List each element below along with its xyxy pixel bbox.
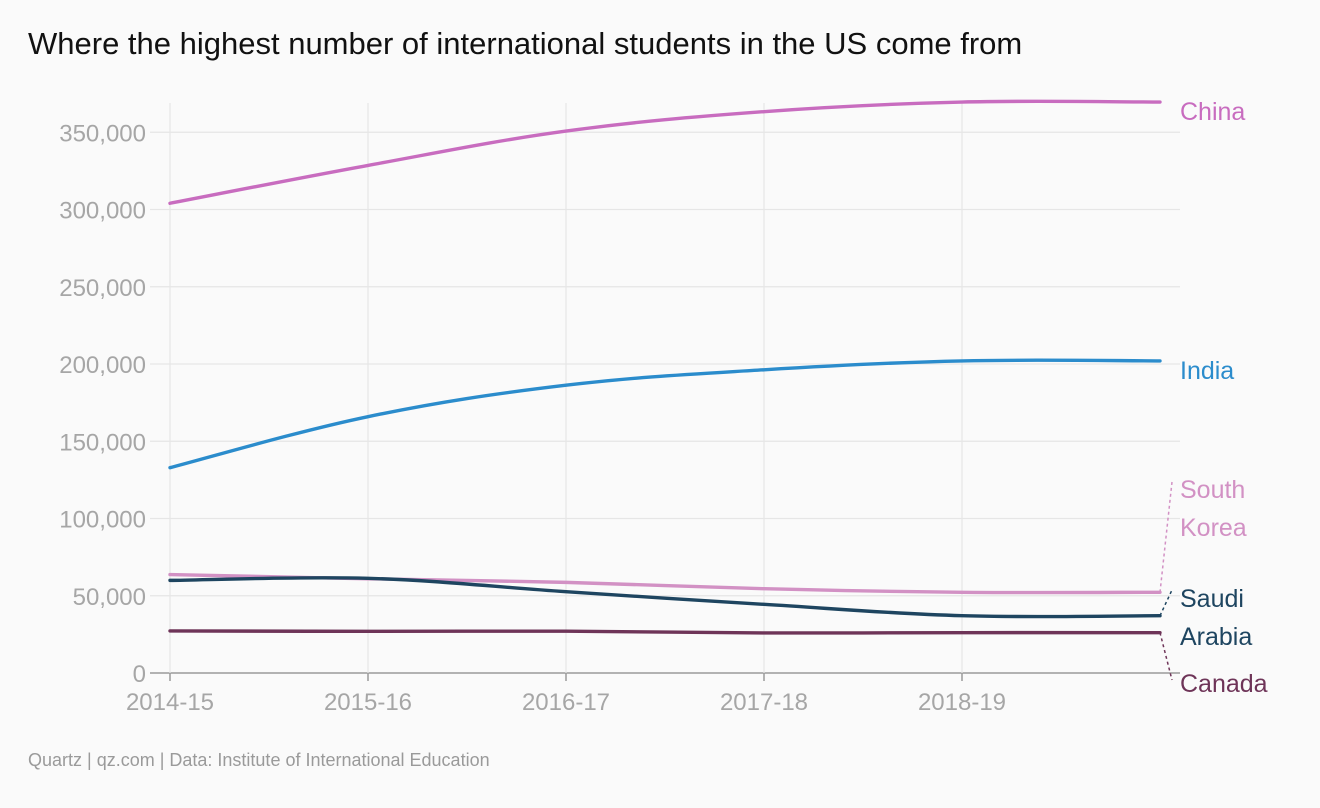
series-line-india bbox=[168, 358, 1162, 470]
series-line-saudi-arabia bbox=[168, 576, 1162, 619]
x-tick-label: 2017-18 bbox=[720, 689, 808, 716]
x-tick-label: 2014-15 bbox=[126, 689, 214, 716]
y-tick-label: 300,000 bbox=[59, 198, 146, 225]
x-tick-label: 2016-17 bbox=[522, 689, 610, 716]
x-tick-label: 2018-19 bbox=[918, 689, 1006, 716]
leader-line-south-korea bbox=[1159, 481, 1173, 593]
series-label-saudi-arabia: Saudi bbox=[1180, 585, 1244, 613]
y-tick-label: 100,000 bbox=[59, 507, 146, 534]
series-label-saudi-arabia: Arabia bbox=[1180, 623, 1252, 651]
source-footer: Quartz | qz.com | Data: Institute of Int… bbox=[28, 750, 490, 770]
y-tick-label: 0 bbox=[133, 661, 146, 688]
x-tick-label: 2015-16 bbox=[324, 689, 412, 716]
series-label-canada: Canada bbox=[1180, 670, 1268, 698]
y-tick-label: 150,000 bbox=[59, 429, 146, 456]
series-line-canada bbox=[168, 629, 1162, 635]
leader-line-canada bbox=[1159, 632, 1173, 681]
chart-title: Where the highest number of internationa… bbox=[28, 26, 1023, 61]
x-axis-ticks: 2014-15 2015-16 2016-17 2017-18 2018-19 bbox=[126, 673, 1006, 716]
y-tick-label: 350,000 bbox=[59, 120, 146, 147]
series-label-china: China bbox=[1180, 98, 1245, 126]
leader-line-saudi-arabia bbox=[1159, 589, 1173, 617]
y-axis-ticks: 0 50,000 100,000 150,000 200,000 250,000 300,0… bbox=[59, 120, 146, 688]
series-label-india: India bbox=[1180, 357, 1234, 385]
series-lines bbox=[168, 99, 1162, 635]
y-tick-label: 50,000 bbox=[73, 584, 146, 611]
y-tick-label: 200,000 bbox=[59, 352, 146, 379]
y-tick-label: 250,000 bbox=[59, 275, 146, 302]
series-label-south-korea: South bbox=[1180, 476, 1245, 504]
grid-lines bbox=[150, 103, 1180, 674]
series-labels: China India South Korea Saudi Arabia Canada bbox=[1159, 98, 1268, 698]
series-line-china bbox=[168, 99, 1162, 205]
series-label-south-korea: Korea bbox=[1180, 514, 1247, 542]
